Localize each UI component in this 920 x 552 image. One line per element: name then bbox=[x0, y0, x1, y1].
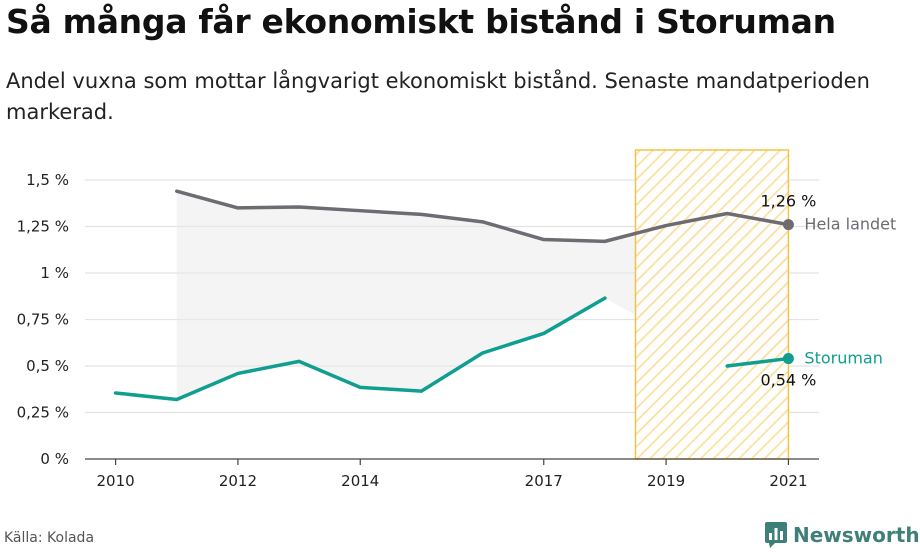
y-tick-label: 0 % bbox=[40, 450, 69, 468]
brand-logo: Newsworthy bbox=[765, 521, 920, 549]
y-tick-label: 1,5 % bbox=[26, 171, 69, 189]
y-tick-label: 0,75 % bbox=[17, 311, 69, 329]
chart-subtitle: Andel vuxna som mottar långvarigt ekonom… bbox=[6, 69, 870, 124]
end-value-label: 0,54 % bbox=[760, 371, 816, 390]
x-tick-label: 2017 bbox=[525, 472, 563, 490]
series-name-label: Storuman bbox=[804, 349, 882, 368]
end-value-label: 1,26 % bbox=[760, 192, 816, 211]
end-point-hela-landet bbox=[782, 219, 794, 231]
newsworthy-logo-icon bbox=[765, 522, 787, 548]
y-tick-label: 0,25 % bbox=[17, 404, 69, 422]
y-tick-label: 1,25 % bbox=[17, 218, 69, 236]
y-tick-label: 1 % bbox=[40, 264, 69, 282]
highlight-period-fill bbox=[635, 150, 789, 459]
x-tick-label: 2019 bbox=[647, 472, 685, 490]
y-tick-label: 0,5 % bbox=[26, 357, 69, 375]
series-line-storuman bbox=[725, 356, 791, 368]
x-tick-label: 2012 bbox=[219, 472, 257, 490]
x-tick-label: 2021 bbox=[769, 472, 807, 490]
x-tick-label: 2010 bbox=[96, 472, 134, 490]
brand-name: Newsworthy bbox=[793, 523, 920, 547]
x-tick-label: 2014 bbox=[341, 472, 379, 490]
series-line-hela-landet bbox=[175, 189, 791, 244]
chart-title: Så många får ekonomiskt bistånd i Storum… bbox=[6, 2, 836, 41]
end-point-storuman bbox=[782, 353, 794, 365]
series-name-label: Hela landet bbox=[804, 215, 896, 234]
source-note: Källa: Kolada bbox=[4, 530, 95, 546]
series-line-storuman bbox=[113, 296, 607, 402]
